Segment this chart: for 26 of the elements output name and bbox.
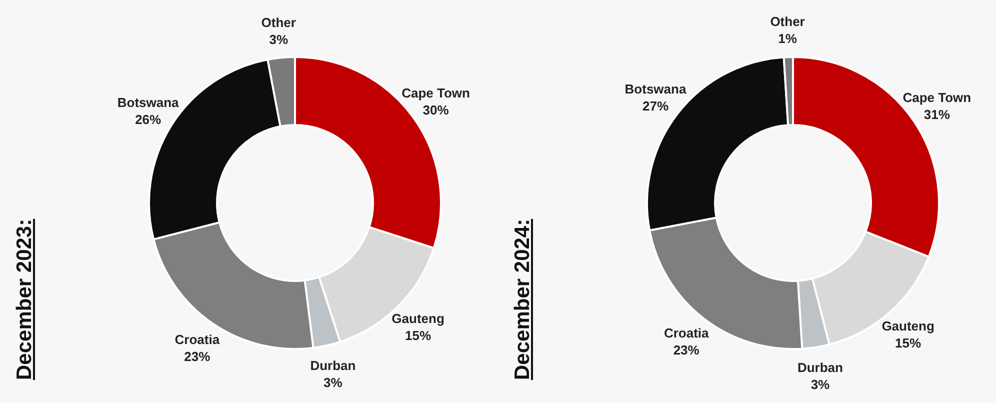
slice-label: Gauteng [882, 318, 934, 334]
data-label: 30% [422, 102, 450, 118]
data-label: 23% [184, 348, 211, 364]
slice-label: Durban [310, 358, 356, 373]
slice-label: Botswana [117, 94, 180, 110]
data-label: 27% [642, 98, 669, 114]
data-label: 3% [810, 376, 830, 392]
data-label: 23% [673, 342, 700, 358]
text: December 2024: [510, 218, 535, 380]
data-label: 1% [778, 31, 798, 46]
slice-label: Cape Town [902, 90, 972, 106]
slice-label: Other [261, 14, 296, 30]
slice-label: Croatia [174, 332, 220, 347]
slice-label: Croatia [664, 325, 710, 340]
data-label: 15% [895, 336, 922, 351]
data-label: 3% [324, 374, 343, 390]
slice-label: Botswana [624, 81, 687, 96]
slice-label: Durban [797, 360, 844, 375]
data-label: 26% [135, 112, 162, 127]
slice-label: Other [770, 14, 805, 30]
data-label: 3% [269, 32, 288, 47]
slice-label: Cape Town [402, 86, 470, 101]
data-label: 15% [405, 328, 432, 344]
data-label: 31% [924, 107, 950, 122]
text: December 2023: [12, 218, 37, 380]
slice-label: Gauteng [392, 311, 444, 326]
